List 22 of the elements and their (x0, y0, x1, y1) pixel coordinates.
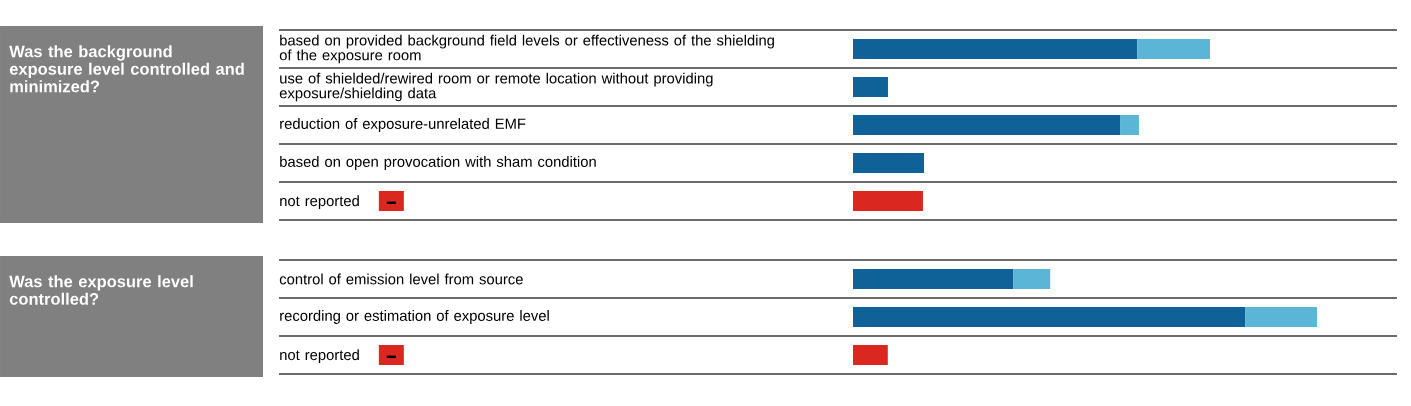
text: Was the background exposure level controlled and minimized? (9, 45, 244, 93)
bar (853, 191, 923, 211)
y-tick-label: based on open provocation with sham condition (280, 156, 596, 170)
bar (853, 39, 1138, 59)
y-tick-label: based on provided background field levels or effectiveness of the shielding of the exposure room (279, 34, 774, 64)
y-tick-label: control of emission level from source (279, 273, 523, 285)
y-tick-label: not reported (280, 195, 359, 210)
bar (853, 268, 1014, 289)
bar (1245, 306, 1317, 327)
bar (853, 344, 888, 365)
y-tick-label: recording or estimation of exposure level (280, 310, 549, 324)
y-tick-label: reduction of exposure-unrelated EMF (280, 118, 526, 132)
bar (853, 306, 1246, 327)
y-tick-label: use of shielded/rewired room or remote location without providing exposure/shielding data (279, 72, 713, 102)
bar (853, 153, 925, 173)
y-tick-label: not reported (280, 349, 359, 364)
text: Was the exposure level controlled? (9, 275, 193, 305)
bar (1120, 115, 1139, 135)
bar (1013, 268, 1051, 289)
bar (1137, 39, 1210, 59)
bar (853, 115, 1121, 135)
bar (853, 77, 888, 97)
